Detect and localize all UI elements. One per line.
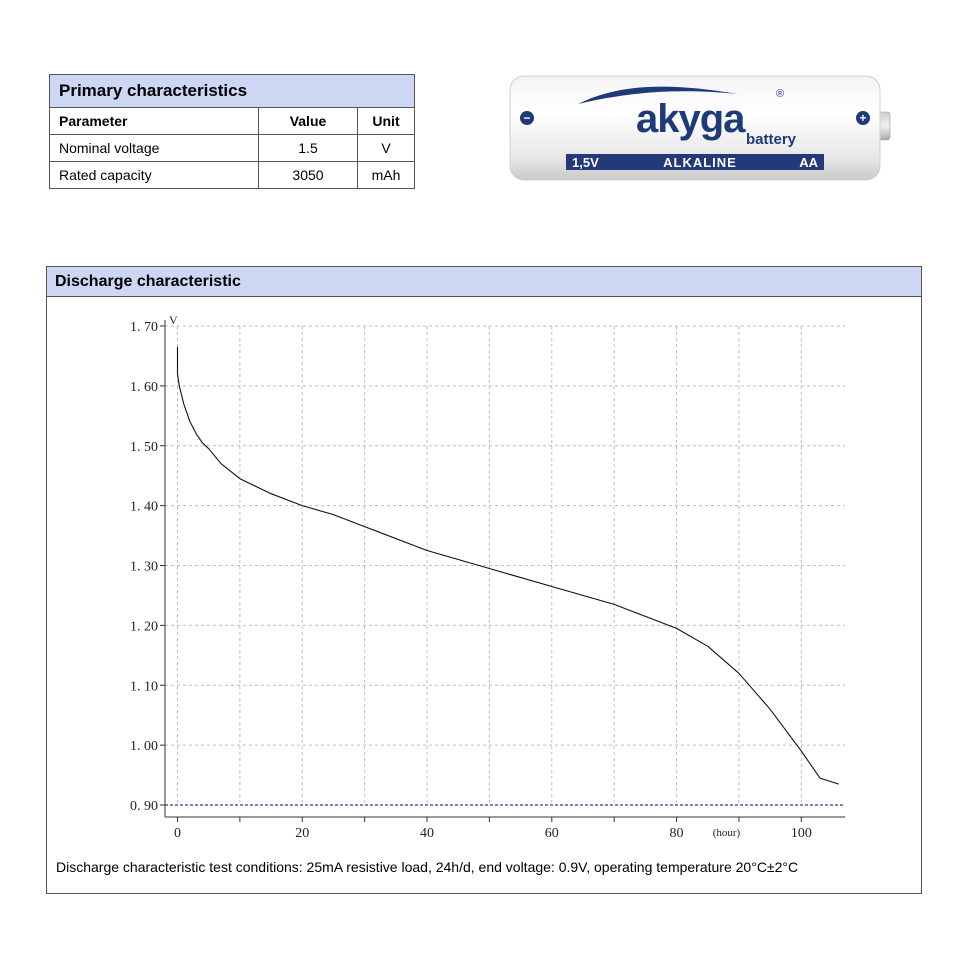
table-row: Rated capacity 3050 mAh (49, 161, 415, 189)
x-tick-label: 20 (295, 826, 309, 841)
row-value: 1.5 (258, 134, 358, 162)
x-axis-label: (hour) (713, 827, 741, 839)
y-tick-label: 1. 60 (130, 380, 158, 395)
band-voltage: 1,5V (572, 155, 599, 170)
discharge-chart: 0. 90 1. 00 1. 10 1. 20 1. 30 1. 40 1. 50 1. 60… (130, 313, 845, 841)
band-size: AA (799, 155, 818, 170)
panel-title: Discharge characteristic (47, 267, 921, 297)
band-type: ALKALINE (663, 155, 737, 170)
y-tick-label: 1. 40 (130, 500, 158, 515)
x-tick-label: 80 (670, 826, 684, 841)
registered-mark: ® (776, 88, 784, 100)
battery-label-band (566, 154, 824, 170)
discharge-panel: Discharge characteristic 0. 90 1. 00 1. 10… (46, 266, 922, 894)
table-row: Nominal voltage 1.5 V (49, 134, 415, 162)
x-tick-label: 40 (420, 826, 434, 841)
y-tick-label: 1. 00 (130, 739, 158, 754)
header-unit: Unit (357, 107, 415, 135)
row-unit: mAh (357, 161, 415, 189)
y-tick-label: 1. 10 (130, 679, 158, 694)
x-tick-label: 0 (174, 826, 181, 841)
y-axis-label: V (169, 313, 178, 327)
brand-sub: battery (746, 131, 797, 148)
brand-swoosh (578, 86, 738, 104)
svg-text:−: − (523, 111, 530, 125)
row-parameter: Rated capacity (49, 161, 259, 189)
y-tick-label: 0. 90 (130, 799, 158, 814)
y-tick-label: 1. 70 (130, 320, 158, 335)
discharge-curve (176, 347, 839, 785)
brand-logo: akyga (636, 97, 746, 141)
test-conditions-note: Discharge characteristic test conditions… (56, 859, 799, 875)
table-title: Primary characteristics (49, 74, 415, 108)
table-header-row: Parameter Value Unit (49, 107, 415, 135)
primary-characteristics-table: Primary characteristics Parameter Value … (49, 74, 415, 189)
row-unit: V (357, 134, 415, 162)
x-tick-label: 60 (545, 826, 559, 841)
svg-text:+: + (859, 111, 866, 125)
y-tick-label: 1. 20 (130, 619, 158, 634)
battery-image: 1,5V ALKALINE AA akyga battery ® − + (509, 75, 891, 181)
plus-icon (856, 111, 870, 125)
row-parameter: Nominal voltage (49, 134, 259, 162)
minus-icon (520, 111, 534, 125)
header-value: Value (258, 107, 358, 135)
y-tick-label: 1. 50 (130, 440, 158, 455)
header-parameter: Parameter (49, 107, 259, 135)
row-value: 3050 (258, 161, 358, 189)
x-tick-label: 100 (791, 826, 812, 841)
y-tick-label: 1. 30 (130, 560, 158, 575)
